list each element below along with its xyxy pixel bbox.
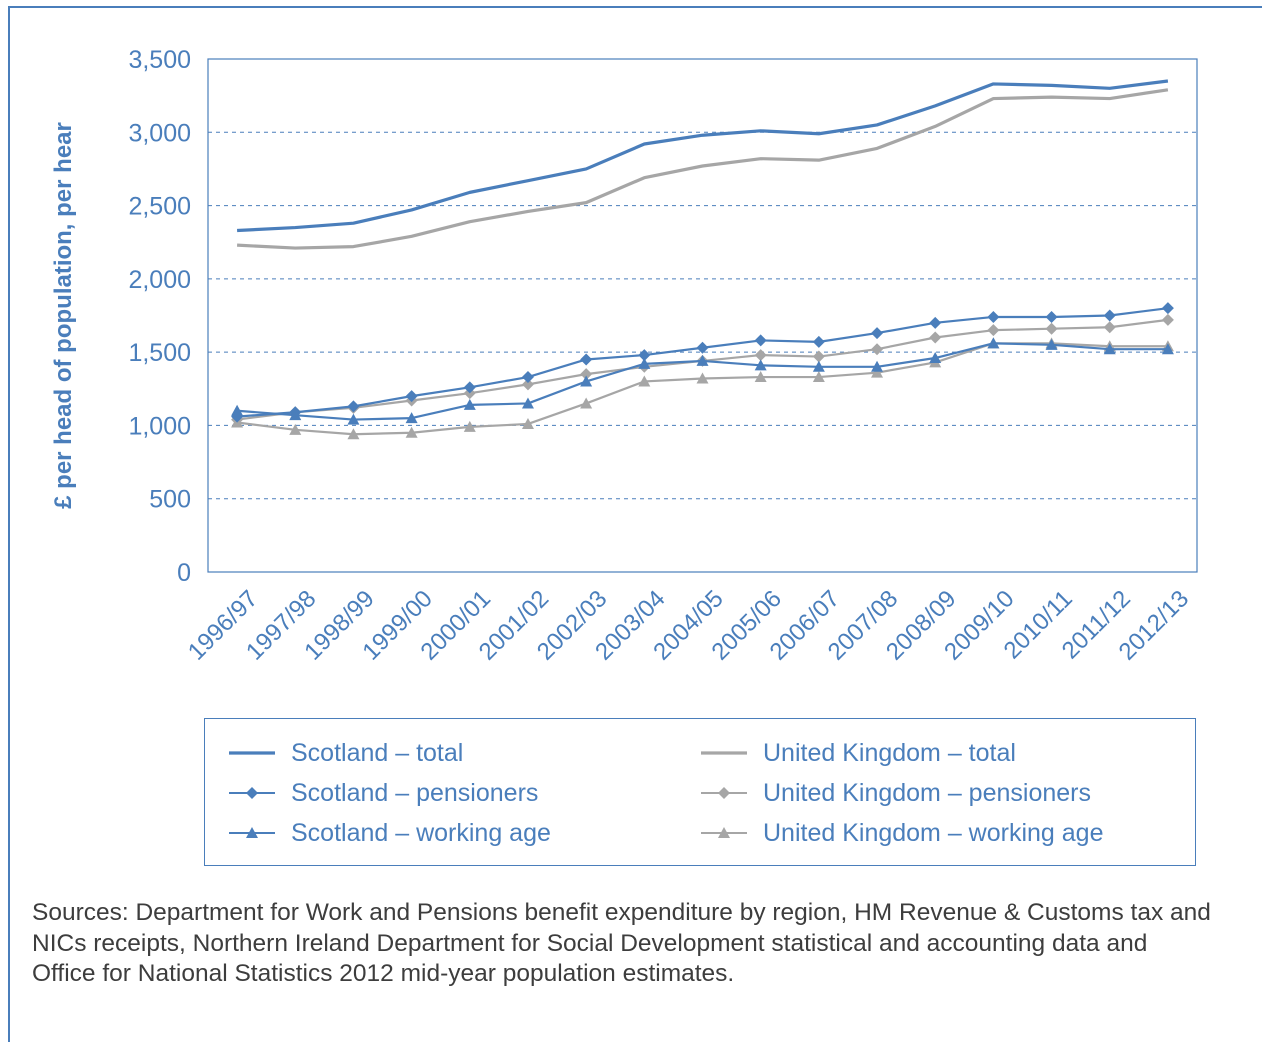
legend-label: United Kingdom – working age — [763, 818, 1104, 847]
data-point — [1103, 321, 1116, 334]
data-point — [405, 390, 418, 403]
legend-label: Scotland – pensioners — [291, 778, 539, 807]
data-point — [696, 354, 709, 366]
data-point — [1103, 309, 1116, 322]
data-point — [347, 413, 360, 425]
y-tick-label: 1,000 — [128, 412, 191, 440]
data-point — [987, 324, 1000, 337]
data-point — [1045, 322, 1058, 335]
legend-symbol — [701, 827, 747, 838]
data-point — [1161, 302, 1174, 315]
data-point — [929, 316, 942, 329]
data-point — [754, 359, 767, 371]
data-point — [347, 400, 360, 413]
data-point — [1103, 343, 1116, 355]
data-point — [871, 366, 884, 378]
series-united-kingdom-total — [237, 88, 1169, 250]
data-point — [929, 352, 942, 364]
data-point — [463, 381, 476, 394]
data-point — [638, 357, 651, 369]
legend-symbol — [229, 787, 275, 799]
data-point — [405, 412, 418, 424]
legend-symbol — [229, 751, 275, 755]
data-point — [871, 360, 884, 372]
data-point — [405, 426, 418, 438]
data-point — [521, 397, 534, 409]
data-point — [580, 368, 593, 381]
data-point — [1161, 343, 1174, 355]
legend-label: United Kingdom – total — [763, 738, 1016, 767]
legend-symbol — [229, 827, 275, 838]
series-scotland-total — [237, 79, 1169, 233]
plot-area — [207, 58, 1198, 573]
data-point — [231, 404, 244, 416]
data-point — [987, 337, 1000, 349]
legend-item: United Kingdom – total — [699, 736, 1016, 770]
y-tick-label: 3,500 — [128, 46, 191, 74]
legend-item: Scotland – pensioners — [227, 776, 538, 810]
y-tick-label: 500 — [149, 486, 191, 514]
legend-marker — [718, 787, 730, 799]
data-point — [812, 350, 825, 363]
y-tick-label: 1,500 — [128, 339, 191, 367]
data-point — [580, 397, 593, 409]
legend-label: Scotland – working age — [291, 818, 551, 847]
data-point — [463, 398, 476, 410]
y-tick-label: 2,000 — [128, 266, 191, 294]
y-tick-label: 0 — [177, 559, 191, 587]
chart-legend: Scotland – total Scotland – pensioners Sco… — [204, 718, 1196, 866]
sources-note: Sources: Department for Work and Pension… — [32, 899, 1211, 987]
line-chart: 05001,0001,5002,0002,5003,0003,5001996/9… — [50, 46, 1198, 666]
legend-symbol — [701, 751, 747, 755]
data-point — [289, 423, 302, 435]
data-point — [696, 372, 709, 384]
data-point — [696, 341, 709, 354]
legend-marker — [718, 827, 730, 838]
data-point — [580, 353, 593, 366]
legend-item: Scotland – total — [227, 736, 463, 770]
data-point — [347, 428, 360, 440]
data-point — [754, 334, 767, 347]
series-scotland-working-age — [231, 337, 1174, 425]
data-point — [812, 335, 825, 348]
legend-item: Scotland – working age — [227, 816, 551, 850]
legend-marker — [246, 787, 258, 799]
data-point — [580, 375, 593, 387]
data-point — [638, 349, 651, 362]
data-point — [812, 371, 825, 383]
legend-label: Scotland – total — [291, 738, 464, 767]
data-point — [812, 360, 825, 372]
figure-frame — [8, 6, 1262, 1042]
data-point — [1045, 310, 1058, 323]
series-line — [237, 79, 1169, 233]
data-point — [463, 420, 476, 432]
y-tick-label: 2,500 — [128, 193, 191, 221]
series-line — [237, 88, 1169, 250]
series-united-kingdom-pensioners — [231, 313, 1174, 426]
data-point — [1045, 338, 1058, 350]
legend-item: United Kingdom – working age — [699, 816, 1103, 850]
data-point — [521, 371, 534, 384]
data-point — [871, 327, 884, 340]
legend-symbol — [701, 787, 747, 799]
legend-marker — [246, 827, 258, 838]
data-point — [871, 343, 884, 356]
legend-label: United Kingdom – pensioners — [763, 778, 1091, 807]
data-point — [987, 310, 1000, 323]
y-tick-label: 3,000 — [128, 119, 191, 147]
series-line — [236, 318, 1169, 421]
y-axis-label: £ per head of population, per hear — [50, 122, 77, 509]
data-point — [638, 375, 651, 387]
data-point — [289, 409, 302, 421]
legend-item: United Kingdom – pensioners — [699, 776, 1091, 810]
data-point — [521, 417, 534, 429]
data-point — [754, 371, 767, 383]
data-point — [754, 349, 767, 362]
data-point — [1161, 313, 1174, 326]
data-point — [929, 331, 942, 344]
data-point — [521, 378, 534, 391]
